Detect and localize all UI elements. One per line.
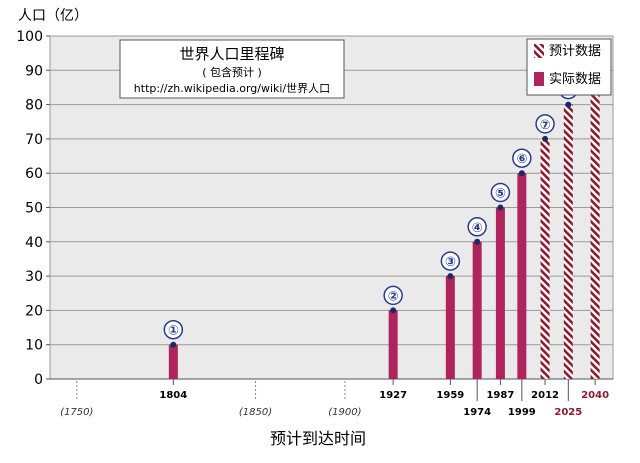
y-tick-label: 90 [25, 63, 43, 79]
milestone-number: ③ [445, 255, 456, 270]
chart-title: 世界人口里程碑 [179, 45, 284, 63]
y-axis-label: 人口（亿） [18, 8, 88, 24]
x-tick-label: 1987 [486, 390, 514, 401]
x-tick-label: 2012 [531, 390, 559, 401]
bar-1999: ⑥ 1999 [508, 148, 536, 418]
bar-1927: ② 1927 [379, 285, 407, 401]
reference-tick-label: (1850) [239, 407, 272, 418]
x-tick-label: 1999 [508, 407, 536, 418]
y-tick-label: 30 [25, 269, 43, 285]
legend-label: 预计数据 [549, 44, 601, 59]
reference-tick-label: (1750) [60, 407, 93, 418]
milestone-number: ⑤ [495, 187, 506, 202]
milestone-number: ④ [472, 221, 483, 236]
bar [563, 104, 573, 379]
y-tick-label: 80 [25, 98, 43, 114]
milestone-badge [383, 285, 403, 306]
bar-1959: ③ 1959 [436, 251, 464, 401]
milestone-badge [490, 182, 511, 203]
legend-label: 实际数据 [549, 72, 601, 87]
bar-2012: ⑦ 2012 [531, 114, 559, 401]
bar [388, 310, 398, 379]
x-tick-label: 2025 [554, 407, 582, 418]
bar-top-marker [474, 238, 481, 245]
title-box: 世界人口里程碑 ( 包含预计 ) http://zh.wikipedia.org… [119, 39, 345, 99]
legend-item-actual: 实际数据 [534, 72, 601, 87]
bar [517, 173, 527, 379]
bar [472, 241, 482, 379]
bar-top-marker [447, 273, 454, 280]
x-tick-label: 1959 [436, 390, 464, 401]
title-box-frame [119, 39, 345, 99]
reference-tick-label: (1900) [328, 407, 361, 418]
milestone-number: ⑦ [540, 118, 551, 133]
x-tick-label: 1804 [159, 390, 187, 401]
bar [168, 344, 178, 379]
legend-swatch [534, 44, 544, 58]
bar-top-marker [170, 341, 177, 348]
y-tick-label: 60 [25, 166, 43, 182]
y-tick-label: 70 [25, 132, 43, 148]
milestone-badge [163, 319, 184, 340]
chart-subtitle: ( 包含预计 ) [202, 65, 262, 79]
bar-top-marker [518, 170, 525, 177]
legend-item-projected: 预计数据 [534, 44, 601, 59]
y-tick-label: 0 [34, 372, 43, 388]
milestone-number: ⑥ [516, 152, 527, 167]
milestone-badge [440, 251, 461, 271]
x-tick-label: 1927 [379, 390, 407, 401]
bar [445, 276, 455, 379]
y-axis: 0 10 20 30 40 50 60 70 80 90 100 [16, 29, 50, 388]
bar-1974: ④ 1974 [463, 217, 491, 418]
bar [495, 207, 505, 379]
bar-top-marker [497, 204, 504, 211]
bar-top-marker [390, 307, 397, 314]
bar [590, 70, 600, 380]
chart-source-url: http://zh.wikipedia.org/wiki/世界人口 [134, 82, 330, 95]
milestone-number: ① [168, 324, 179, 339]
bar-1987: ⑤ 1987 [486, 182, 514, 401]
bar [540, 138, 550, 379]
x-tick-label: 1974 [463, 407, 491, 418]
milestone-badge [535, 114, 555, 134]
y-tick-label: 100 [16, 29, 43, 45]
bar-top-marker [542, 135, 549, 142]
milestone-number: ② [388, 289, 399, 304]
y-tick-label: 20 [25, 303, 43, 319]
bar-top-marker [565, 101, 572, 108]
x-tick-label: 2040 [581, 390, 609, 401]
y-tick-label: 10 [25, 338, 43, 354]
y-tick-label: 50 [25, 201, 43, 217]
milestone-badge [512, 148, 532, 168]
x-axis-label: 预计到达时间 [270, 429, 366, 448]
legend-swatch [534, 72, 544, 86]
milestone-badge [467, 217, 487, 237]
y-tick-label: 40 [25, 235, 43, 251]
bar-1804: ① 1804 [159, 319, 187, 401]
